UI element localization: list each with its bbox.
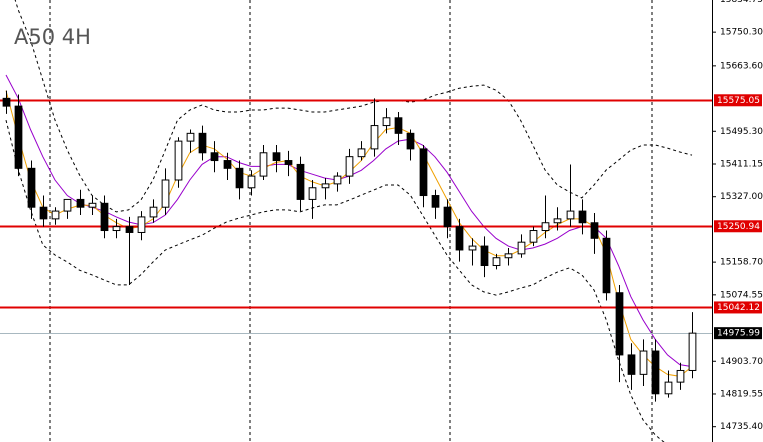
candle-body [382, 117, 391, 127]
candle-body [247, 175, 256, 189]
candle-body [174, 140, 183, 181]
plot-area [0, 0, 712, 442]
y-tick-label: 15750.30 [720, 28, 763, 38]
candle-body [529, 230, 538, 243]
y-tick-label: 14903.70 [720, 357, 763, 367]
candle-body [480, 245, 489, 267]
candle-body [370, 125, 379, 150]
candle-body [88, 202, 97, 208]
level-label: 15042.12 [717, 303, 760, 313]
candle-body [223, 160, 232, 169]
candle-body [137, 216, 146, 233]
candle-body [112, 226, 121, 232]
bollinger-band [14, 0, 693, 213]
candle-body [664, 381, 673, 395]
candle-body [125, 226, 134, 233]
candle-body [578, 210, 587, 224]
candle-body [676, 369, 685, 383]
candle-body [210, 152, 219, 162]
candle-body [553, 218, 562, 224]
candle-body [357, 148, 366, 158]
candle-body [259, 152, 268, 177]
candle-body [186, 132, 195, 142]
bollinger-band [5, 119, 665, 442]
level-label: 15575.05 [717, 96, 760, 106]
y-tick-label: 15663.60 [720, 61, 763, 71]
candle-body [615, 292, 624, 356]
candle-body [308, 187, 317, 200]
candle-body [76, 198, 85, 208]
candle-body [198, 132, 207, 154]
candle-body [590, 222, 599, 239]
candle-body [602, 237, 611, 294]
candle-body [541, 222, 550, 232]
candle-body [2, 97, 11, 107]
candle-body [504, 253, 513, 259]
candle-body [296, 163, 305, 200]
candle-body [284, 160, 293, 165]
candle-body [492, 257, 501, 267]
candle-body [333, 175, 342, 185]
y-tick-label: 15158.70 [720, 258, 763, 268]
candle-body [517, 241, 526, 255]
level-label-box [714, 301, 762, 314]
candle-body [39, 206, 48, 220]
candle-body [455, 226, 464, 251]
candle-body [406, 132, 415, 150]
y-tick-label: 15327.00 [720, 192, 763, 202]
candle-body [63, 198, 72, 212]
candle-body [235, 167, 244, 189]
candle-body [627, 354, 636, 375]
candle-body [161, 179, 170, 208]
level-label: 15250.94 [717, 222, 760, 232]
candle-body [272, 152, 281, 162]
candle-body [443, 206, 452, 228]
axis-labels: 15834.75 15750.30 15663.60 15495.30 15411.15… [712, 0, 763, 432]
y-tick-label: 15411.15 [720, 159, 763, 169]
candle-body [419, 148, 428, 197]
candle-body [100, 202, 109, 232]
candle-body [149, 206, 158, 218]
candle-body [51, 210, 60, 220]
candle-body [639, 350, 648, 375]
y-tick-label: 15074.55 [720, 290, 763, 300]
y-tick-label: 15495.30 [720, 127, 763, 137]
y-tick-label: 14735.40 [720, 422, 763, 432]
level-label-box [714, 220, 762, 233]
y-tick-label: 14819.55 [720, 389, 763, 399]
candle-body [345, 156, 354, 177]
candle-body [566, 210, 575, 220]
candle-body [321, 183, 330, 189]
chart-title: A50 4H [14, 25, 91, 49]
level-label: 14975.99 [717, 329, 760, 339]
level-label-box [714, 94, 762, 107]
candle-body [688, 332, 697, 371]
y-tick-label: 15834.75 [720, 0, 763, 5]
candle-body [431, 195, 440, 208]
level-label-box [714, 327, 762, 340]
candle-body [468, 245, 477, 251]
moving-average [5, 74, 693, 368]
candle-body [14, 105, 23, 169]
candle-body [394, 117, 403, 134]
candle-body [27, 167, 36, 208]
candle-body [651, 350, 660, 395]
